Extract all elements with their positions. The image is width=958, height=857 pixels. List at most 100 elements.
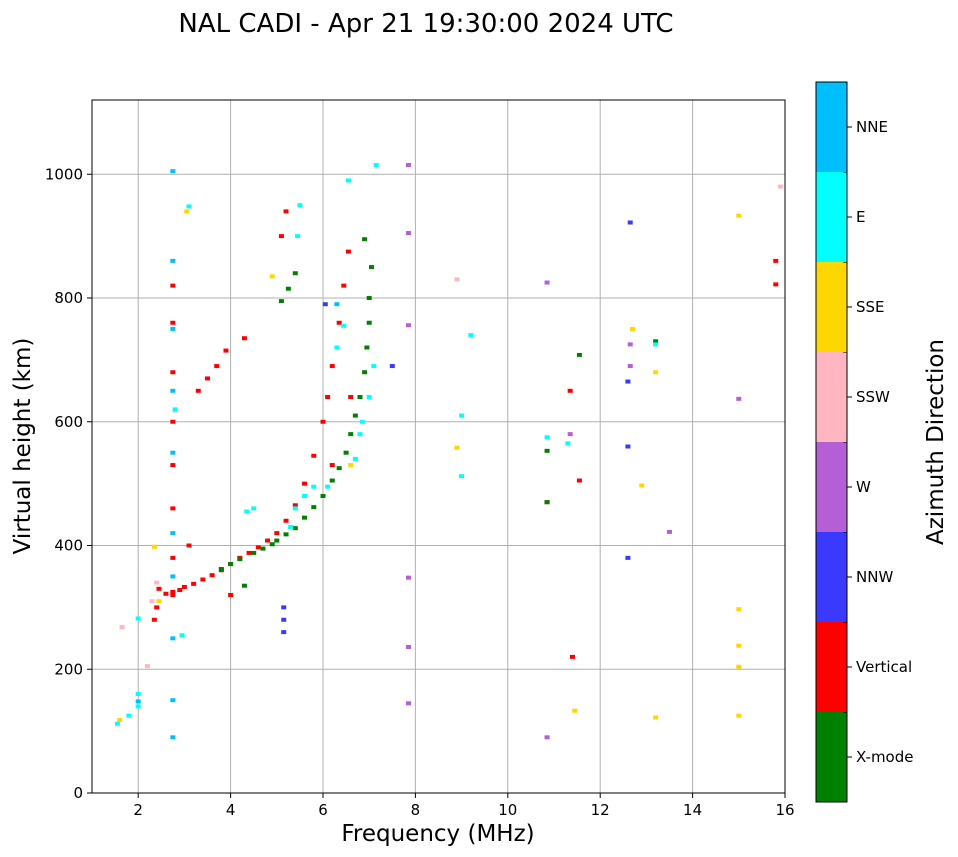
colorbar-segment — [816, 262, 847, 352]
point-w — [405, 231, 411, 236]
point-nne — [170, 258, 176, 263]
point-vertical — [186, 543, 192, 548]
point-x-mode — [311, 505, 317, 510]
point-vertical — [170, 370, 176, 375]
point-e — [653, 342, 659, 347]
colorbar-tick-label: X-mode — [856, 748, 913, 766]
point-x-mode — [343, 450, 349, 455]
point-sse — [630, 326, 636, 331]
point-vertical — [151, 617, 157, 622]
point-x-mode — [366, 320, 372, 325]
x-tick-label: 8 — [411, 801, 421, 819]
point-e — [357, 432, 363, 437]
point-e — [325, 484, 331, 489]
x-tick-label: 4 — [226, 801, 236, 819]
x-tick-label: 6 — [318, 801, 328, 819]
point-w — [544, 735, 550, 740]
point-x-mode — [366, 296, 372, 300]
point-vertical — [163, 591, 169, 596]
point-vertical — [170, 593, 176, 597]
colorbar-tick-label: W — [856, 478, 871, 496]
point-vertical — [200, 577, 206, 582]
point-vertical — [181, 584, 187, 589]
point-nne — [170, 326, 176, 331]
point-nnw — [281, 617, 287, 622]
colorbar-segment — [816, 712, 847, 802]
point-w — [405, 162, 411, 167]
point-nne — [170, 388, 176, 393]
point-x-mode — [362, 370, 368, 375]
point-x-mode — [218, 567, 224, 572]
point-x-mode — [228, 562, 234, 567]
point-vertical — [567, 388, 573, 393]
point-vertical — [569, 654, 575, 659]
point-ssw — [777, 184, 783, 189]
point-nne — [170, 574, 176, 579]
point-e — [341, 323, 347, 328]
point-vertical — [348, 395, 354, 399]
point-x-mode — [283, 532, 289, 537]
point-w — [567, 432, 573, 437]
x-tick-label: 10 — [498, 801, 517, 819]
point-vertical — [329, 463, 335, 468]
point-x-mode — [285, 286, 291, 291]
colorbar-tick-label: E — [856, 208, 865, 226]
point-vertical — [283, 518, 289, 523]
point-vertical — [325, 395, 331, 399]
point-vertical — [156, 586, 162, 591]
point-x-mode — [348, 432, 354, 437]
point-vertical — [773, 282, 779, 287]
x-tick-label: 16 — [775, 801, 794, 819]
point-vertical — [265, 538, 271, 543]
point-e — [565, 441, 571, 446]
x-axis-ticks: 2 4 6 8 10 12 14 16 — [133, 793, 795, 819]
x-tick-label: 2 — [133, 801, 143, 819]
y-tick-label: 600 — [54, 413, 83, 431]
chart-title: NAL CADI - Apr 21 19:30:00 2024 UTC — [178, 9, 673, 39]
point-x-mode — [544, 500, 550, 505]
point-nne — [135, 699, 141, 704]
point-x-mode — [544, 448, 550, 453]
y-axis-label: Virtual height (km) — [10, 338, 36, 555]
point-vertical — [329, 364, 335, 369]
plot-frame — [91, 99, 786, 794]
colorbar-segment — [816, 172, 847, 262]
point-nnw — [627, 220, 633, 225]
point-x-mode — [269, 542, 275, 547]
point-vertical — [773, 258, 779, 263]
point-w — [736, 396, 742, 401]
y-tick-label: 800 — [54, 289, 83, 307]
point-vertical — [274, 531, 280, 536]
point-ssw — [149, 599, 155, 604]
point-e — [459, 474, 465, 479]
data-points — [114, 162, 783, 740]
point-nne — [170, 169, 176, 174]
point-nne — [170, 450, 176, 455]
point-e — [292, 506, 298, 511]
point-vertical — [191, 581, 197, 586]
colorbar-segment — [816, 532, 847, 622]
point-e — [468, 333, 474, 338]
point-x-mode — [278, 299, 284, 304]
point-e — [366, 395, 372, 399]
y-axis-ticks: 0 200 400 600 800 1000 — [45, 165, 92, 802]
point-vertical — [170, 419, 176, 424]
point-w — [405, 575, 411, 580]
point-vertical — [170, 589, 176, 594]
point-sse — [348, 463, 354, 468]
point-vertical — [205, 376, 210, 381]
colorbar-tick-label: NNE — [856, 118, 888, 136]
point-sse — [736, 607, 742, 612]
point-vertical — [177, 588, 183, 593]
point-vertical — [170, 506, 176, 511]
point-w — [405, 644, 411, 649]
point-sse — [454, 445, 460, 450]
point-x-mode — [241, 583, 247, 588]
point-x-mode — [251, 550, 257, 555]
point-sse — [736, 713, 742, 718]
x-tick-label: 12 — [591, 801, 610, 819]
colorbar-segment — [816, 622, 847, 712]
point-nnw — [281, 605, 287, 610]
colorbar-segment — [816, 352, 847, 442]
point-e — [459, 413, 465, 418]
